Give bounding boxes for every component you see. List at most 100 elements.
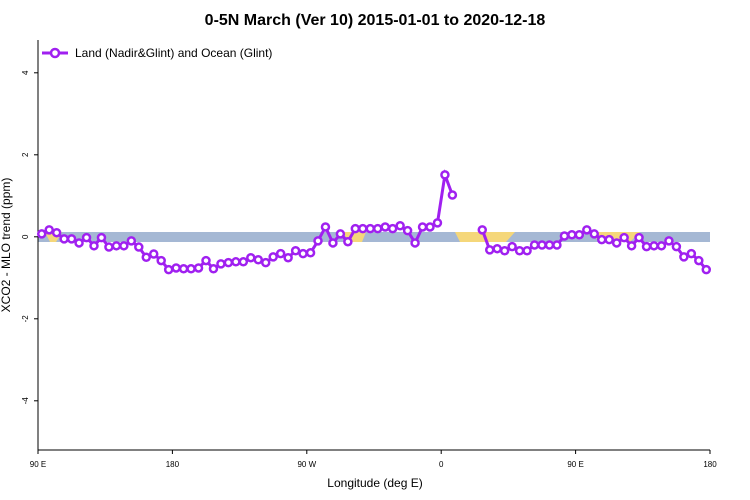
data-point	[275, 248, 286, 259]
data-point	[686, 248, 697, 259]
x-tick-label: 180	[703, 460, 717, 469]
x-tick-label: 0	[439, 460, 444, 469]
data-point	[163, 264, 174, 275]
data-point	[432, 218, 443, 228]
data-point	[126, 236, 137, 246]
y-tick-label: 0	[21, 234, 30, 239]
data-point	[178, 264, 189, 274]
data-point	[328, 238, 338, 248]
y-tick-label: 2	[21, 152, 30, 157]
data-point	[507, 241, 517, 252]
legend-marker	[49, 47, 61, 59]
data-point	[298, 248, 308, 259]
data-point	[619, 232, 629, 243]
data-point	[425, 222, 435, 232]
data-point	[596, 234, 607, 245]
data-point	[402, 225, 413, 236]
data-point	[268, 252, 278, 262]
data-point	[417, 222, 428, 232]
data-point	[387, 223, 398, 234]
data-point	[290, 245, 301, 256]
y-axis-label: XCO2 - MLO trend (ppm)	[0, 178, 13, 313]
data-point	[231, 257, 241, 267]
chart-title: 0-5N March (Ver 10) 2015-01-01 to 2020-1…	[205, 12, 546, 29]
data-point	[477, 225, 488, 235]
data-point	[193, 263, 204, 273]
data-point	[537, 240, 547, 250]
data-point	[335, 229, 346, 239]
data-point	[641, 241, 652, 252]
data-point	[283, 252, 293, 263]
data-point	[216, 259, 226, 269]
data-point	[320, 222, 331, 232]
data-point	[380, 222, 390, 232]
data-point	[253, 255, 264, 265]
data-point	[186, 264, 196, 274]
data-point	[604, 234, 614, 245]
data-point	[111, 241, 122, 251]
x-tick-label: 90 E	[567, 460, 583, 469]
data-point	[119, 241, 129, 251]
data-point	[574, 230, 585, 240]
data-point	[694, 255, 704, 266]
data-point	[395, 220, 405, 231]
data-point	[96, 232, 107, 243]
data-point	[141, 252, 152, 263]
data-point	[148, 249, 159, 259]
data-point	[89, 241, 99, 251]
data-point	[238, 257, 249, 267]
data-point	[649, 241, 659, 251]
data-point	[514, 245, 525, 256]
data-point	[134, 242, 144, 252]
data-point	[201, 255, 211, 266]
data-point	[544, 240, 555, 250]
data-point	[223, 257, 234, 268]
ocean-band	[38, 232, 710, 242]
data-point	[671, 241, 682, 252]
data-point	[447, 190, 458, 200]
data-point	[372, 223, 383, 234]
data-point	[44, 225, 54, 235]
data-point	[260, 257, 271, 268]
x-tick-label: 90 E	[30, 460, 46, 469]
data-point	[552, 240, 562, 250]
data-point	[74, 238, 84, 248]
x-tick-label: 90 W	[297, 460, 316, 469]
data-point	[679, 252, 689, 262]
y-tick-label: -4	[21, 397, 30, 405]
data-point	[59, 234, 69, 244]
data-point	[343, 236, 353, 247]
data-point	[156, 255, 166, 266]
data-point	[559, 231, 570, 241]
data-point	[522, 245, 532, 256]
data-point	[529, 240, 540, 250]
data-point	[36, 229, 47, 239]
data-point	[589, 229, 600, 239]
data-point	[171, 263, 181, 273]
y-tick-label: -2	[21, 315, 30, 323]
data-point	[567, 230, 577, 240]
data-point	[492, 243, 502, 254]
data-point	[81, 232, 92, 243]
data-point	[305, 248, 316, 258]
data-point	[582, 225, 592, 235]
data-point	[664, 236, 674, 246]
data-point	[410, 238, 420, 248]
data-point	[656, 241, 667, 251]
data-point	[701, 264, 712, 275]
data-point	[208, 264, 219, 274]
data-point	[350, 223, 361, 234]
data-point	[365, 223, 376, 234]
data-point	[499, 245, 510, 256]
data-point	[440, 170, 450, 180]
x-tick-label: 180	[166, 460, 180, 469]
data-point	[104, 242, 114, 252]
data-point	[611, 238, 622, 248]
data-point	[626, 241, 637, 251]
legend-label: Land (Nadir&Glint) and Ocean (Glint)	[75, 46, 272, 60]
x-axis-label: Longitude (deg E)	[327, 476, 422, 490]
data-point	[358, 223, 368, 234]
data-point	[66, 234, 77, 244]
data-point	[634, 232, 644, 243]
